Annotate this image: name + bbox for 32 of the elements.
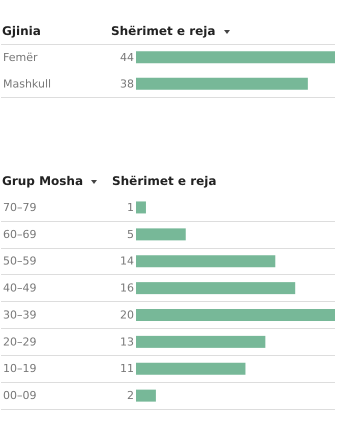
data-label: 2	[127, 389, 134, 402]
y-tick-label: 30–39	[3, 308, 36, 322]
data-label: 38	[120, 77, 134, 90]
bar	[136, 255, 276, 268]
bar	[136, 390, 156, 402]
data-label: 20	[120, 308, 134, 322]
data-label: 44	[120, 50, 134, 64]
y-tick-label: 50–59	[3, 254, 36, 268]
y-axis-title: Gjinia	[2, 24, 41, 38]
y-tick-label: 20–29	[3, 335, 36, 348]
bar	[136, 362, 246, 375]
bar	[136, 201, 146, 214]
y-tick-label: Femër	[3, 50, 38, 64]
data-label: 14	[120, 254, 134, 268]
y-tick-label: Mashkull	[3, 77, 52, 90]
bar	[136, 308, 335, 321]
data-label: 16	[120, 282, 134, 295]
y-tick-label: 00–09	[3, 389, 36, 402]
data-label: 13	[120, 335, 134, 348]
bar	[136, 336, 266, 348]
y-tick-label: 60–69	[3, 228, 36, 241]
data-label: 11	[120, 362, 134, 376]
data-label: 1	[127, 200, 134, 214]
bar	[136, 282, 296, 294]
bar	[136, 228, 186, 240]
x-axis-title: Shërimet e reja	[111, 24, 216, 38]
y-tick-label: 40–49	[3, 282, 36, 295]
y-tick-label: 70–79	[3, 200, 36, 214]
x-axis-title: Shërimet e reja	[112, 174, 216, 188]
data-label: 5	[127, 228, 134, 241]
y-tick-label: 10–19	[3, 362, 36, 376]
y-axis-title: Grup Mosha	[2, 174, 84, 188]
